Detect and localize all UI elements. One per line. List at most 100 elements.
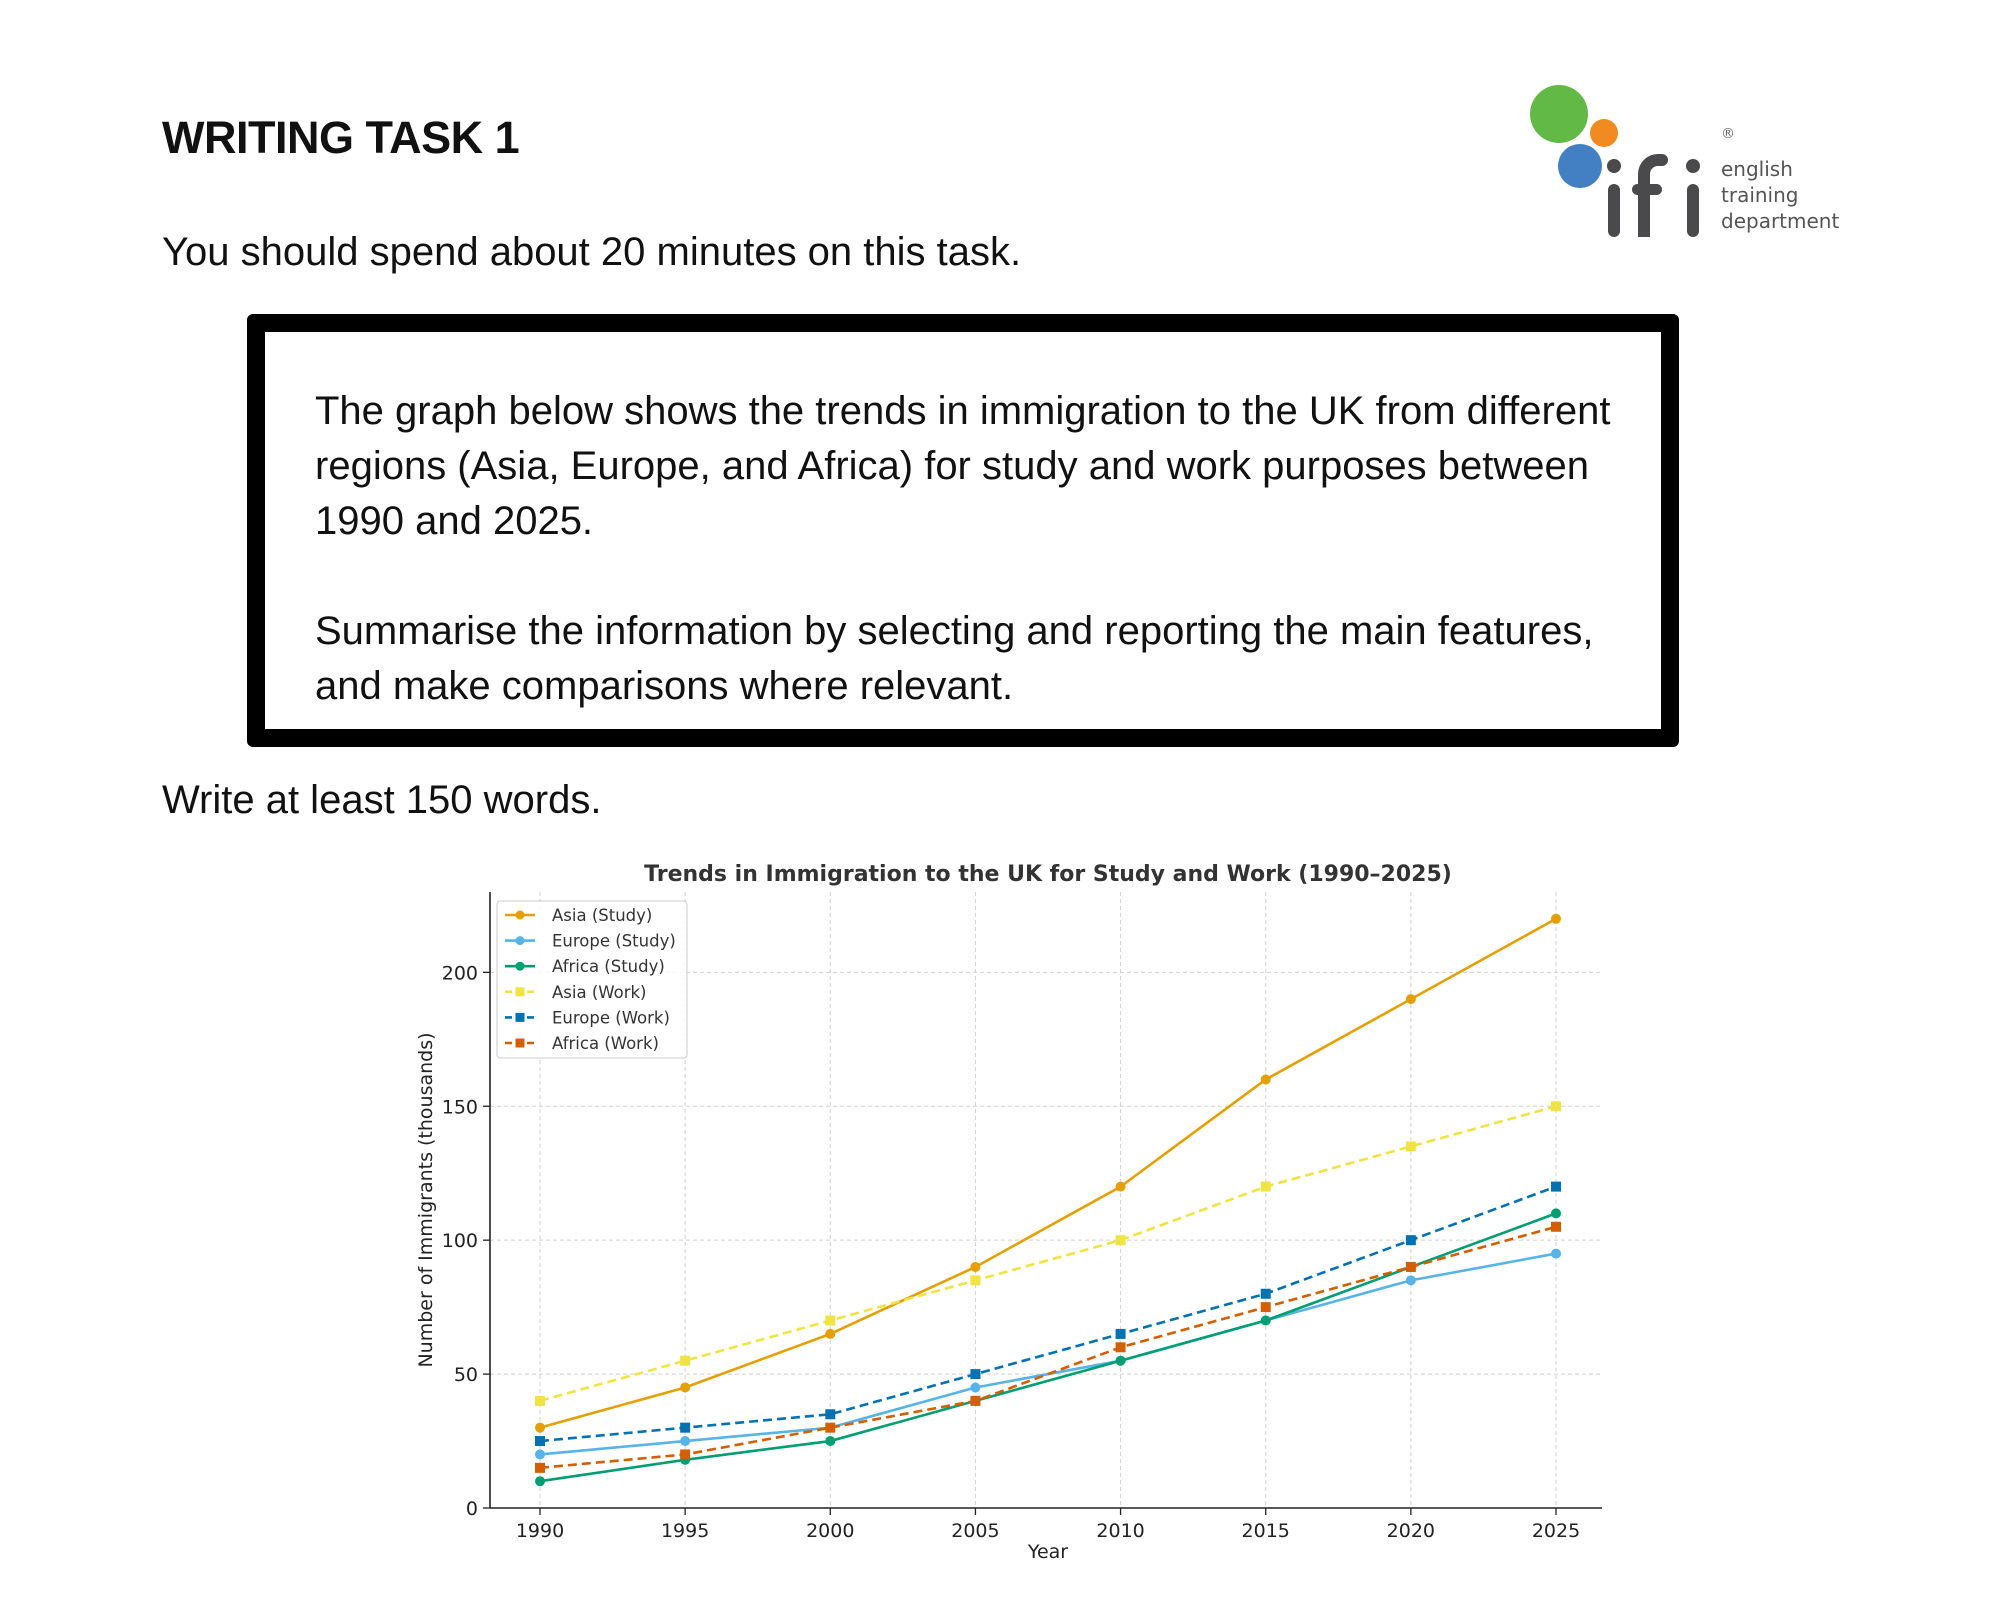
data-point bbox=[535, 1422, 545, 1433]
data-point bbox=[970, 1369, 981, 1380]
series-line bbox=[539, 1185, 1557, 1443]
data-point bbox=[680, 1422, 691, 1433]
data-point bbox=[825, 1328, 836, 1339]
y-axis-label: Number of Immigrants (thousands) bbox=[415, 1032, 437, 1367]
legend-box bbox=[496, 900, 688, 1059]
y-tick-label: 100 bbox=[442, 1230, 478, 1252]
task-prompt-box: The graph below shows the trends in immi… bbox=[247, 314, 1679, 747]
data-point bbox=[970, 1261, 981, 1272]
data-point bbox=[1260, 1302, 1271, 1313]
data-point bbox=[825, 1409, 836, 1420]
data-point bbox=[680, 1449, 691, 1460]
registered-mark: ® bbox=[1721, 126, 1735, 142]
legend-item: Europe (Work) bbox=[505, 1008, 670, 1027]
data-point bbox=[970, 1275, 981, 1286]
x-tick-label: 2010 bbox=[1096, 1520, 1144, 1542]
task-prompt-instruction: Summarise the information by selecting a… bbox=[315, 609, 1594, 708]
series-africa-study bbox=[535, 1208, 1561, 1487]
data-point bbox=[1115, 1181, 1126, 1192]
data-point bbox=[680, 1355, 691, 1366]
logo-graphic: ® english training department bbox=[1530, 85, 1839, 237]
data-point bbox=[970, 1382, 981, 1393]
legend-label: Europe (Work) bbox=[552, 1008, 670, 1027]
data-point bbox=[970, 1395, 981, 1406]
data-point bbox=[1551, 1181, 1561, 1192]
page-title: WRITING TASK 1 bbox=[162, 112, 520, 163]
legend: Asia (Study) Europe (Study) Africa (Study)… bbox=[496, 900, 688, 1059]
data-point bbox=[515, 1038, 525, 1048]
data-point bbox=[1260, 1181, 1271, 1192]
x-tick-label: 2020 bbox=[1387, 1520, 1435, 1542]
data-point bbox=[680, 1436, 691, 1447]
ifi-logo: ® english training department bbox=[1528, 82, 1858, 242]
series-europe-work bbox=[535, 1181, 1561, 1447]
series-line bbox=[539, 1105, 1557, 1403]
x-tick-label: 2000 bbox=[806, 1520, 854, 1542]
data-point bbox=[1260, 1074, 1271, 1085]
x-tick-label: 2015 bbox=[1242, 1520, 1290, 1542]
x-tick-label: 1995 bbox=[661, 1520, 709, 1542]
time-instruction: You should spend about 20 minutes on thi… bbox=[162, 230, 1022, 274]
legend-label: Europe (Study) bbox=[552, 932, 676, 951]
task-prompt-description: The graph below shows the trends in immi… bbox=[315, 389, 1611, 543]
data-point bbox=[535, 1395, 545, 1406]
y-tick-label: 200 bbox=[442, 962, 478, 984]
axes: 1990 1995 2000 2005 2010 2015 2020 2025 0 50 100 15… bbox=[442, 892, 1602, 1542]
y-tick-label: 150 bbox=[442, 1096, 478, 1118]
legend-label: Africa (Work) bbox=[552, 1034, 659, 1053]
legend-label: Asia (Study) bbox=[552, 906, 652, 925]
x-tick-label: 1990 bbox=[516, 1520, 564, 1542]
data-point bbox=[1405, 1261, 1416, 1272]
legend-item: Asia (Study) bbox=[505, 906, 652, 925]
data-point bbox=[515, 936, 525, 946]
data-point bbox=[825, 1436, 836, 1447]
data-point bbox=[1260, 1315, 1271, 1326]
x-tick-label: 2005 bbox=[951, 1520, 999, 1542]
data-point bbox=[1115, 1355, 1126, 1366]
data-point bbox=[1551, 1221, 1561, 1232]
series-line bbox=[539, 1225, 1557, 1470]
data-point bbox=[515, 1012, 525, 1022]
data-point bbox=[535, 1449, 545, 1460]
data-point bbox=[515, 987, 525, 997]
chart-title: Trends in Immigration to the UK for Stud… bbox=[644, 862, 1452, 887]
series-line bbox=[539, 917, 1557, 1429]
data-point bbox=[1405, 1235, 1416, 1246]
series-africa-work bbox=[535, 1221, 1561, 1473]
legend-item: Asia (Work) bbox=[505, 983, 646, 1002]
data-point bbox=[1405, 1141, 1416, 1152]
series-asia-work bbox=[535, 1101, 1561, 1406]
data-point bbox=[535, 1476, 545, 1487]
word-count-instruction: Write at least 150 words. bbox=[162, 778, 602, 822]
legend-item: Africa (Study) bbox=[505, 957, 665, 976]
data-point bbox=[515, 910, 525, 920]
logo-tagline-2: training bbox=[1721, 183, 1798, 207]
legend-item: Africa (Work) bbox=[505, 1034, 659, 1053]
series-asia-study bbox=[535, 913, 1561, 1433]
y-tick-label: 50 bbox=[454, 1364, 478, 1386]
data-point bbox=[1405, 1275, 1416, 1286]
series-line bbox=[539, 1252, 1557, 1456]
data-point bbox=[515, 961, 525, 971]
data-point bbox=[1405, 994, 1416, 1005]
data-point bbox=[1551, 1248, 1561, 1259]
legend-label: Asia (Work) bbox=[552, 983, 646, 1002]
data-point bbox=[825, 1315, 836, 1326]
data-point bbox=[1551, 1208, 1561, 1219]
series-line bbox=[539, 1212, 1557, 1483]
data-point bbox=[1260, 1288, 1271, 1299]
y-tick-label: 0 bbox=[466, 1498, 478, 1520]
legend-item: Europe (Study) bbox=[505, 932, 676, 951]
data-point bbox=[1115, 1328, 1126, 1339]
x-tick-label: 2025 bbox=[1532, 1520, 1580, 1542]
series-group bbox=[535, 913, 1561, 1487]
logo-tagline-1: english bbox=[1721, 157, 1793, 181]
data-point bbox=[1551, 913, 1561, 924]
data-point bbox=[680, 1382, 691, 1393]
data-point bbox=[1115, 1342, 1126, 1353]
data-point bbox=[825, 1422, 836, 1433]
data-point bbox=[1115, 1235, 1126, 1246]
x-axis-label: Year bbox=[1027, 1541, 1068, 1563]
data-point bbox=[1551, 1101, 1561, 1112]
